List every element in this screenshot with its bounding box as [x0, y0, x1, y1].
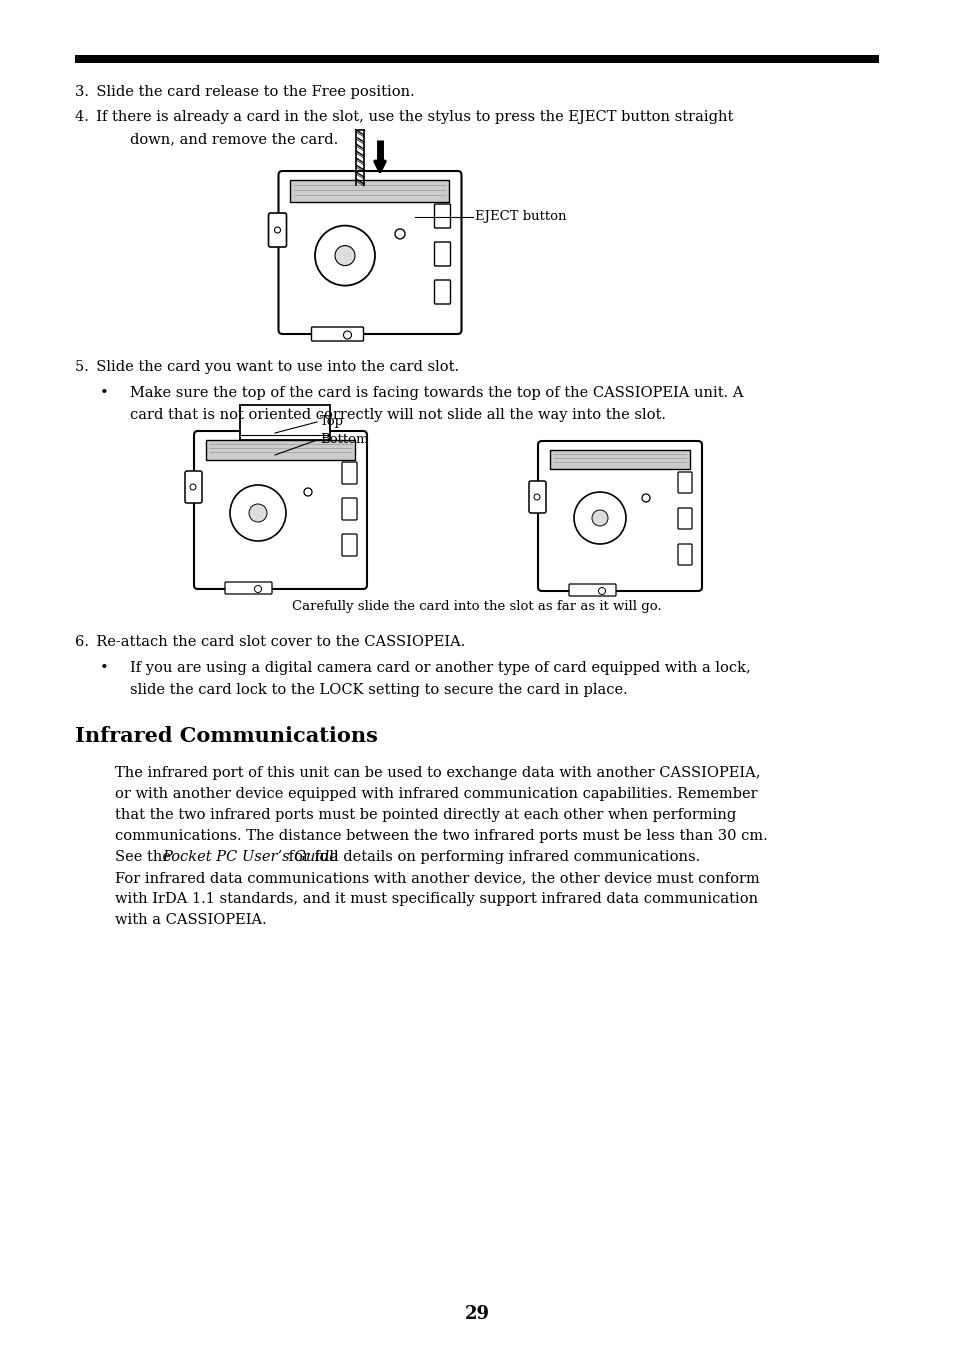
Text: 29: 29 — [464, 1305, 489, 1322]
Text: 4. If there is already a card in the slot, use the stylus to press the EJECT but: 4. If there is already a card in the slo… — [75, 110, 733, 125]
Circle shape — [395, 229, 405, 238]
Circle shape — [304, 488, 312, 496]
Circle shape — [254, 585, 261, 592]
Bar — [291, 180, 449, 202]
FancyBboxPatch shape — [434, 205, 450, 228]
Text: EJECT button: EJECT button — [475, 210, 566, 224]
Text: with a CASSIOPEIA.: with a CASSIOPEIA. — [115, 913, 267, 927]
Text: Bottom: Bottom — [319, 434, 368, 446]
FancyBboxPatch shape — [341, 534, 356, 556]
Text: 5. Slide the card you want to use into the card slot.: 5. Slide the card you want to use into t… — [75, 360, 458, 374]
Text: Infrared Communications: Infrared Communications — [75, 726, 377, 747]
Text: Pocket PC User’s Guide: Pocket PC User’s Guide — [162, 850, 337, 864]
Text: slide the card lock to the LOCK setting to secure the card in place.: slide the card lock to the LOCK setting … — [130, 683, 627, 696]
Text: For infrared data communications with another device, the other device must conf: For infrared data communications with an… — [115, 871, 759, 885]
FancyBboxPatch shape — [434, 243, 450, 266]
Circle shape — [335, 245, 355, 266]
Circle shape — [574, 492, 625, 543]
Circle shape — [274, 228, 280, 233]
Bar — [550, 450, 689, 469]
Text: •: • — [100, 661, 109, 675]
FancyBboxPatch shape — [312, 327, 363, 341]
Text: down, and remove the card.: down, and remove the card. — [130, 131, 338, 146]
Text: card that is not oriented correctly will not slide all the way into the slot.: card that is not oriented correctly will… — [130, 408, 665, 421]
Circle shape — [343, 331, 351, 339]
Circle shape — [190, 484, 195, 491]
Text: or with another device equipped with infrared communication capabilities. Rememb: or with another device equipped with inf… — [115, 787, 757, 801]
Text: •: • — [100, 386, 109, 400]
FancyBboxPatch shape — [185, 472, 202, 503]
FancyBboxPatch shape — [537, 440, 701, 591]
Circle shape — [230, 485, 286, 541]
Circle shape — [249, 504, 267, 522]
Text: Make sure the top of the card is facing towards the top of the CASSIOPEIA unit. : Make sure the top of the card is facing … — [130, 386, 742, 400]
FancyBboxPatch shape — [434, 280, 450, 304]
Text: Carefully slide the card into the slot as far as it will go.: Carefully slide the card into the slot a… — [292, 600, 661, 612]
Text: See the: See the — [115, 850, 175, 864]
FancyBboxPatch shape — [268, 213, 286, 247]
Text: If you are using a digital camera card or another type of card equipped with a l: If you are using a digital camera card o… — [130, 661, 750, 675]
Text: with IrDA 1.1 standards, and it must specifically support infrared data communic: with IrDA 1.1 standards, and it must spe… — [115, 892, 758, 906]
FancyBboxPatch shape — [678, 508, 691, 528]
Circle shape — [534, 495, 539, 500]
FancyBboxPatch shape — [225, 583, 272, 593]
Circle shape — [598, 588, 605, 595]
Text: Top: Top — [319, 415, 344, 428]
Text: The infrared port of this unit can be used to exchange data with another CASSIOP: The infrared port of this unit can be us… — [115, 766, 760, 780]
Text: communications. The distance between the two infrared ports must be less than 30: communications. The distance between the… — [115, 829, 767, 843]
FancyBboxPatch shape — [568, 584, 616, 596]
Text: 6. Re-attach the card slot cover to the CASSIOPEIA.: 6. Re-attach the card slot cover to the … — [75, 635, 465, 649]
FancyBboxPatch shape — [193, 431, 367, 589]
FancyBboxPatch shape — [529, 481, 545, 514]
FancyBboxPatch shape — [678, 543, 691, 565]
Bar — [75, 56, 878, 62]
FancyBboxPatch shape — [341, 499, 356, 520]
Bar — [206, 440, 355, 459]
Text: for full details on performing infrared communications.: for full details on performing infrared … — [284, 850, 700, 864]
Circle shape — [314, 225, 375, 286]
Text: that the two infrared ports must be pointed directly at each other when performi: that the two infrared ports must be poin… — [115, 808, 736, 822]
FancyBboxPatch shape — [341, 462, 356, 484]
FancyBboxPatch shape — [278, 171, 461, 333]
Circle shape — [641, 495, 649, 501]
Bar — [240, 405, 330, 440]
FancyBboxPatch shape — [678, 472, 691, 493]
Text: 3. Slide the card release to the Free position.: 3. Slide the card release to the Free po… — [75, 85, 415, 99]
Circle shape — [592, 509, 607, 526]
